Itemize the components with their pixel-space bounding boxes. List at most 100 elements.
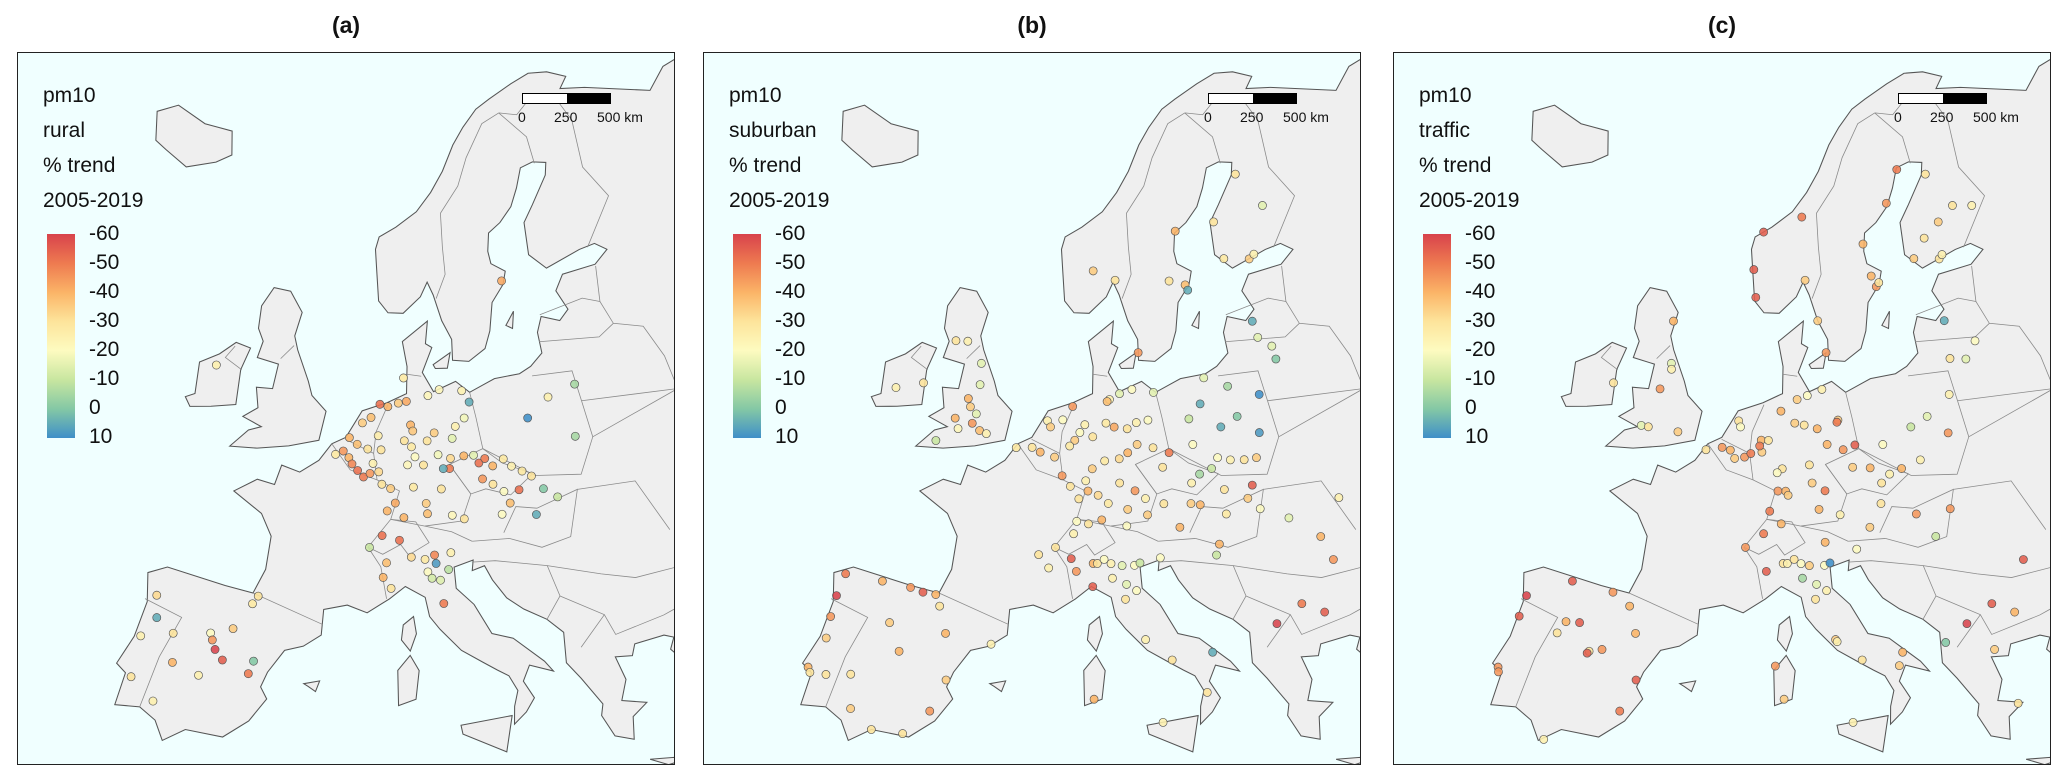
country-border: [538, 323, 614, 343]
scale-label-250: 250: [1930, 109, 1954, 125]
scale-label-500: 500 km: [597, 109, 643, 125]
station-marker: [941, 675, 951, 685]
station-marker: [1143, 415, 1153, 425]
station-marker: [1805, 460, 1814, 470]
station-marker: [1892, 165, 1902, 174]
colorbar-tick-label: -50: [775, 251, 806, 274]
station-marker: [846, 669, 856, 679]
station-marker: [210, 645, 220, 654]
station-marker: [1088, 582, 1098, 592]
legend-metric: % trend: [43, 154, 116, 177]
colorbar-tick-label: -40: [775, 280, 806, 303]
station-marker: [1761, 566, 1771, 576]
station-marker: [570, 431, 580, 441]
station-marker: [1770, 661, 1780, 671]
colorbar-tick-label: -10: [89, 367, 120, 390]
great-britain-island: [914, 287, 1013, 449]
station-marker: [931, 436, 941, 445]
country-border: [1743, 518, 1806, 556]
station-marker: [1945, 504, 1955, 514]
station-marker: [1755, 441, 1765, 451]
station-marker: [423, 567, 433, 577]
station-marker: [1919, 233, 1929, 243]
station-marker: [444, 565, 454, 574]
station-marker: [1667, 364, 1676, 374]
station-marker: [1202, 687, 1212, 697]
station-marker: [228, 624, 238, 634]
station-marker: [1329, 555, 1338, 564]
station-marker: [410, 452, 420, 462]
station-marker: [1213, 453, 1222, 463]
station-marker: [1044, 563, 1054, 573]
station-marker: [1776, 519, 1786, 529]
station-marker: [499, 487, 509, 496]
station-marker: [382, 506, 392, 516]
station-marker: [1207, 464, 1216, 473]
station-marker: [366, 413, 376, 422]
station-marker: [1065, 481, 1075, 491]
station-marker: [126, 672, 136, 682]
station-marker: [446, 453, 455, 463]
station-marker: [906, 583, 915, 592]
station-marker: [1108, 573, 1117, 583]
station-marker: [353, 466, 362, 475]
station-marker: [1514, 611, 1524, 621]
colorbar-tick-label: -40: [89, 280, 120, 303]
station-marker: [1874, 278, 1884, 288]
station-marker: [352, 439, 362, 449]
station-marker: [527, 471, 536, 481]
station-marker: [1822, 586, 1831, 596]
station-marker: [1051, 542, 1060, 552]
panel-title: (b): [1017, 12, 1047, 38]
station-marker: [1797, 212, 1807, 222]
station-marker: [1967, 201, 1977, 210]
station-marker: [517, 466, 527, 476]
country-border: [1923, 565, 1978, 575]
panel-title: (a): [331, 12, 361, 38]
sardinia-island: [397, 654, 420, 707]
country-border: [1263, 480, 1357, 530]
country-borders: [825, 93, 1360, 708]
station-marker: [1937, 250, 1947, 259]
station-marker: [1764, 435, 1773, 445]
station-marker: [1155, 553, 1165, 563]
station-marker: [1115, 389, 1124, 399]
station-marker: [1765, 506, 1775, 516]
station-marker: [1759, 529, 1768, 539]
great-britain-island: [1604, 287, 1703, 449]
station-marker: [1133, 348, 1143, 358]
station-marker: [436, 484, 446, 494]
panel-title: (c): [1707, 12, 1737, 38]
station-marker: [253, 591, 263, 601]
station-marker: [402, 396, 411, 406]
country-border: [1157, 560, 1247, 620]
country-border: [1158, 538, 1196, 542]
station-marker: [1858, 239, 1868, 249]
station-marker: [136, 631, 146, 641]
station-marker: [1225, 455, 1235, 465]
station-marker: [459, 451, 469, 461]
country-border: [1092, 373, 1108, 377]
station-marker: [1209, 217, 1218, 227]
great-britain-island: [228, 287, 327, 449]
station-marker: [168, 628, 178, 638]
station-marker: [1848, 462, 1858, 472]
station-marker: [1316, 532, 1326, 541]
station-marker: [194, 670, 203, 680]
station-marker: [1103, 499, 1113, 508]
station-marker: [1083, 486, 1093, 496]
station-marker: [1881, 198, 1891, 208]
station-marker: [331, 449, 340, 459]
station-marker: [1070, 435, 1080, 445]
station-marker: [497, 509, 507, 519]
country-border: [1287, 567, 1360, 578]
mainland-europe: [1490, 58, 2050, 742]
station-marker: [1247, 316, 1257, 326]
station-marker: [1135, 558, 1145, 568]
station-marker: [1631, 628, 1640, 638]
station-marker: [1130, 486, 1140, 496]
station-marker: [1106, 559, 1116, 569]
station-marker: [1297, 599, 1307, 609]
colorbar-tick-label: -10: [1465, 367, 1496, 390]
sicily-island: [1836, 714, 1889, 753]
